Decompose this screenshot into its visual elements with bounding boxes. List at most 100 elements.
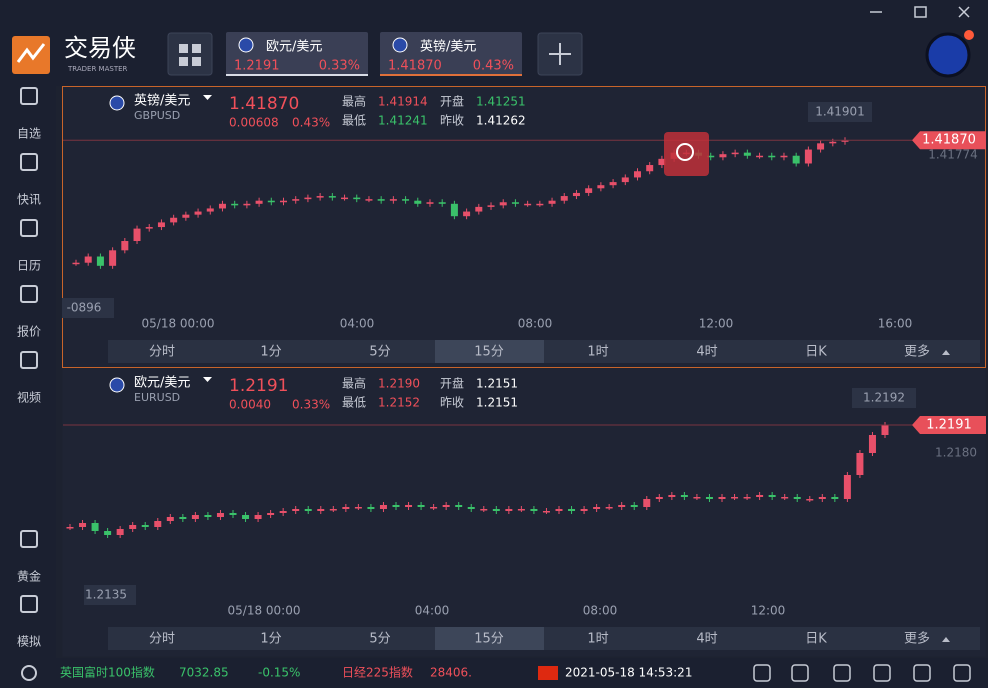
sidebar-icon[interactable] (20, 219, 38, 237)
timeframe[interactable]: 5分 (369, 345, 390, 360)
sidebar-label[interactable]: 自选 (17, 127, 41, 141)
candle (643, 499, 651, 507)
timeframe[interactable]: 1分 (260, 345, 281, 360)
candle (768, 495, 776, 497)
sidebar-label[interactable]: 日历 (17, 259, 41, 273)
timeframe[interactable]: 更多 (904, 344, 930, 360)
candle (881, 425, 889, 435)
timeframe[interactable]: 1时 (587, 632, 608, 647)
layout-button[interactable] (167, 32, 213, 76)
sidebar-label[interactable]: 快讯 (17, 193, 41, 207)
candle (204, 515, 212, 517)
low-tag-label: 1.2135 (85, 588, 127, 602)
candle (328, 196, 336, 198)
candle (316, 196, 324, 198)
stat-value: 1.41262 (476, 114, 526, 128)
timeframe[interactable]: 15分 (474, 632, 504, 647)
candle (856, 453, 864, 475)
candle (242, 515, 250, 519)
toolbar-icon[interactable] (833, 664, 851, 682)
zoom-button[interactable] (664, 132, 709, 176)
candle (157, 222, 165, 228)
symbol-tab[interactable] (380, 32, 522, 76)
sidebar-icon[interactable] (20, 285, 38, 303)
toolbar-icon[interactable] (753, 664, 771, 682)
clock: 2021-05-18 14:53:21 (565, 666, 692, 680)
candle (580, 509, 588, 511)
support-icon[interactable] (21, 665, 37, 681)
chart-panel (62, 86, 986, 368)
candle (605, 507, 613, 509)
pair-symbol: EURUSD (134, 391, 180, 404)
time-label: 04:00 (415, 604, 450, 618)
candle (91, 523, 99, 531)
tab-change: 0.43% (473, 59, 514, 74)
pair-name[interactable]: 欧元/美元 (134, 376, 190, 391)
timeframe[interactable]: 日K (805, 345, 827, 360)
timeframe[interactable]: 1分 (260, 632, 281, 647)
candle (450, 203, 458, 217)
toolbar-icon[interactable] (913, 664, 931, 682)
candle (243, 203, 251, 206)
time-label: 08:00 (583, 604, 618, 618)
stat-value: 1.2152 (378, 396, 420, 410)
candle (555, 509, 563, 511)
toolbar-icon[interactable] (791, 664, 809, 682)
candle (480, 509, 488, 511)
candle (792, 155, 800, 164)
candle (831, 497, 839, 499)
timeframe[interactable]: 5分 (369, 632, 390, 647)
timeframe[interactable]: 分时 (149, 632, 175, 647)
logo-mark (16, 43, 46, 63)
more-arrow (942, 637, 950, 642)
sidebar-icon[interactable] (20, 351, 38, 369)
toolbar-icon[interactable] (953, 664, 971, 682)
sidebar-label[interactable]: 模拟 (17, 635, 41, 649)
window-controls[interactable] (870, 6, 970, 18)
candle (793, 497, 801, 499)
timeframe[interactable]: 4时 (696, 632, 717, 647)
stat-label: 最高 (342, 94, 366, 109)
pair-name[interactable]: 英镑/美元 (134, 93, 190, 109)
candle (719, 154, 727, 158)
sidebar-label[interactable]: 黄金 (17, 569, 41, 584)
candle (141, 525, 149, 527)
timeframe[interactable]: 分时 (149, 345, 175, 360)
candle (475, 206, 483, 212)
avatar[interactable] (925, 32, 971, 78)
sidebar-label[interactable]: 报价 (17, 324, 41, 339)
sidebar-label[interactable]: 视频 (17, 390, 41, 405)
timeframe[interactable]: 4时 (696, 345, 717, 360)
symbol-tab[interactable] (226, 32, 368, 76)
timeframe[interactable]: 15分 (474, 345, 504, 360)
timeframe[interactable]: 日K (805, 632, 827, 647)
ticker-name: 日经225指数 (342, 665, 413, 680)
candle (182, 214, 190, 218)
price-change: 0.00608 (229, 116, 279, 130)
candle (154, 521, 162, 527)
candle (487, 205, 495, 207)
candle (304, 197, 312, 200)
toolbar-icon[interactable] (873, 664, 891, 682)
candle (255, 200, 263, 204)
timeframe[interactable]: 1时 (587, 345, 608, 360)
timeframe[interactable]: 更多 (904, 631, 930, 647)
dropdown-arrow[interactable] (203, 377, 212, 382)
dropdown-arrow[interactable] (203, 95, 212, 100)
candle (572, 192, 580, 197)
candle (829, 141, 837, 144)
low-tag (84, 585, 136, 605)
candle (206, 208, 214, 212)
candle (705, 497, 713, 499)
candle (593, 507, 601, 509)
more-arrow (942, 350, 950, 355)
candle (279, 511, 287, 513)
sidebar-icon[interactable] (20, 153, 38, 171)
brand-sub: TRADER MASTER (67, 65, 128, 73)
sidebar-icon[interactable] (20, 595, 38, 613)
time-label: 12:00 (699, 317, 734, 331)
sidebar-icon[interactable] (20, 87, 38, 105)
ticker-name: 英国富时100指数 (60, 665, 155, 680)
candle (216, 513, 224, 517)
sidebar-icon[interactable] (20, 530, 38, 548)
